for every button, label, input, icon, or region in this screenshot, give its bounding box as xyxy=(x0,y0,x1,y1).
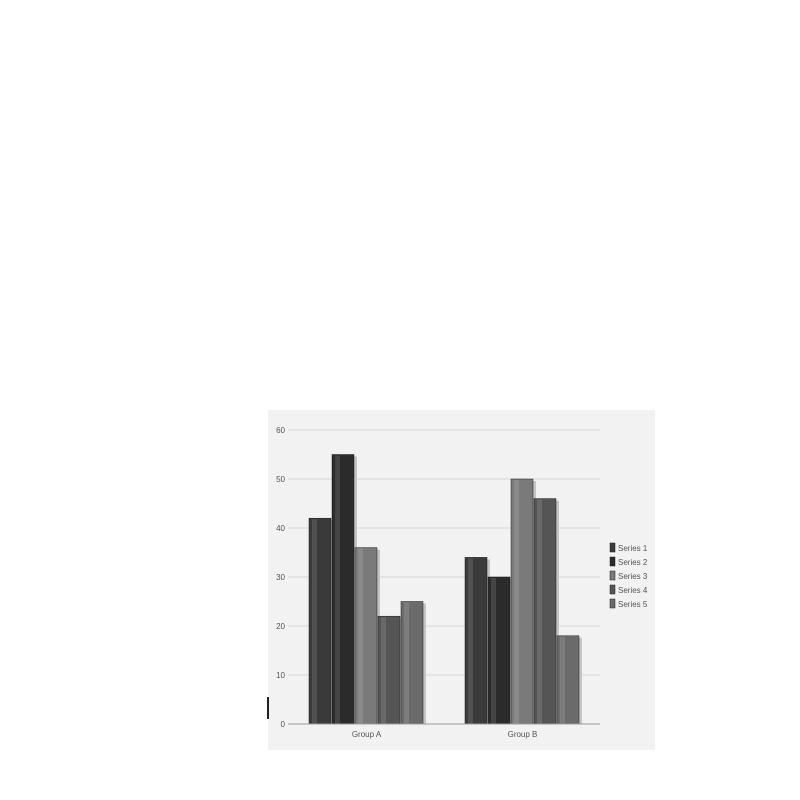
y-tick-label: 20 xyxy=(276,622,285,631)
legend-label: Series 3 xyxy=(618,572,648,581)
x-tick-label: Group B xyxy=(508,730,538,739)
y-tick-label: 30 xyxy=(276,573,285,582)
y-tick-label: 60 xyxy=(276,426,285,435)
legend: Series 1 Series 2 Series 3 Series 4 Series 5 xyxy=(609,542,648,609)
bar-highlight xyxy=(491,578,496,724)
bar-highlight xyxy=(560,636,565,724)
x-axis-ticks: Group A Group B xyxy=(352,730,538,739)
chart-panel: 0 10 20 30 40 50 60 Group A Group B Series 1 Ser… xyxy=(268,410,655,750)
legend-swatch xyxy=(609,570,616,581)
y-tick-label: 10 xyxy=(276,671,285,680)
legend-swatch xyxy=(609,542,616,553)
y-tick-label: 50 xyxy=(276,475,285,484)
legend-swatch xyxy=(609,598,616,609)
bar-highlight xyxy=(381,617,386,724)
bar-highlight xyxy=(514,480,519,724)
bar-highlight xyxy=(335,455,340,724)
edge-marker xyxy=(267,697,269,719)
y-tick-label: 40 xyxy=(276,524,285,533)
bars xyxy=(308,454,582,725)
legend-label: Series 1 xyxy=(618,544,648,553)
legend-label: Series 5 xyxy=(618,600,648,609)
legend-swatch xyxy=(609,584,616,595)
bar-highlight xyxy=(404,602,409,724)
x-tick-label: Group A xyxy=(352,730,382,739)
legend-label: Series 2 xyxy=(618,558,648,567)
bar-highlight xyxy=(468,558,473,724)
y-tick-label: 0 xyxy=(281,720,286,729)
legend-swatch xyxy=(609,556,616,567)
y-axis-ticks: 0 10 20 30 40 50 60 xyxy=(276,426,285,729)
legend-label: Series 4 xyxy=(618,586,648,595)
bar-highlight xyxy=(312,519,317,724)
bar-highlight xyxy=(358,548,363,724)
bar-highlight xyxy=(537,499,542,724)
